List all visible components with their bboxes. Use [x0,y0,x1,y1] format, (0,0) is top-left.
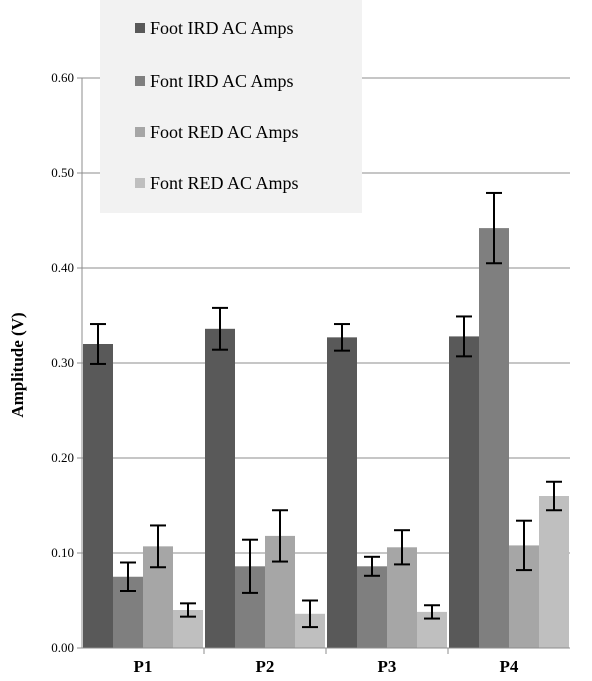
x-tick-labels: P1 P2 P3 P4 [134,657,519,676]
bar [479,228,509,648]
legend-swatch [135,178,145,188]
legend: Foot IRD AC Amps Font IRD AC Amps Foot RED… [100,0,362,213]
y-axis-label: Amplitude (V) [8,312,27,417]
x-tick-label: P1 [134,657,153,676]
y-tick-label: 0.60 [51,70,74,85]
bar [539,496,569,648]
legend-label: Font IRD AC Amps [150,71,294,91]
axes [77,77,570,654]
legend-swatch [135,23,145,33]
y-tick-label: 0.00 [51,640,74,655]
y-tick-labels: 0.00 0.10 0.20 0.30 0.40 0.50 0.60 [51,70,74,655]
x-tick-label: P3 [378,657,397,676]
x-tick-label: P2 [256,657,275,676]
bar [449,336,479,648]
legend-label: Foot RED AC Amps [150,122,299,142]
legend-swatch [135,76,145,86]
y-tick-label: 0.50 [51,165,74,180]
bar [327,337,357,648]
y-tick-label: 0.30 [51,355,74,370]
legend-swatch [135,127,145,137]
y-tick-label: 0.20 [51,450,74,465]
x-tick-label: P4 [500,657,519,676]
y-tick-label: 0.40 [51,260,74,275]
legend-label: Foot IRD AC Amps [150,18,294,38]
error-bars [90,191,562,629]
bars [83,228,569,648]
bar [205,328,235,648]
legend-box [100,0,362,213]
bar [357,566,387,648]
bar [83,344,113,648]
legend-label: Font RED AC Amps [150,173,299,193]
y-tick-label: 0.10 [51,545,74,560]
